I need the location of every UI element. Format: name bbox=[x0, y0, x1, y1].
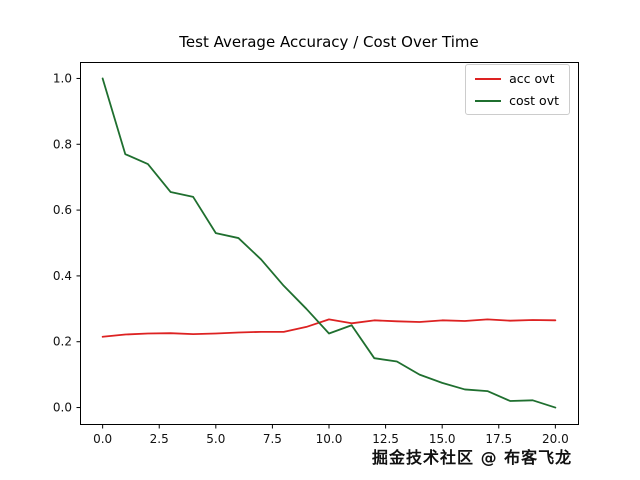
watermark-text: 掘金技术社区 @ 布客飞龙 bbox=[372, 448, 573, 467]
x-tick-label: 20.0 bbox=[542, 432, 569, 446]
y-tick-label: 1.0 bbox=[53, 71, 72, 85]
y-tick-label: 0.0 bbox=[53, 401, 72, 415]
cost-line-sample-icon bbox=[475, 99, 502, 102]
x-tick-label: 5.0 bbox=[206, 432, 225, 446]
legend: acc ovt cost ovt bbox=[465, 64, 570, 115]
cost-ovt-line bbox=[101, 77, 557, 409]
x-tick-label: 7.5 bbox=[263, 432, 282, 446]
legend-label-acc: acc ovt bbox=[509, 71, 555, 86]
x-tick-label: 2.5 bbox=[150, 432, 169, 446]
y-tick-label: 0.8 bbox=[53, 137, 72, 151]
y-tick-label: 0.4 bbox=[53, 269, 72, 283]
x-tick-label: 17.5 bbox=[485, 432, 512, 446]
legend-item-acc: acc ovt bbox=[475, 71, 559, 86]
y-tick-label: 0.6 bbox=[53, 203, 72, 217]
acc-ovt-line bbox=[101, 318, 557, 338]
x-tick-label: 0.0 bbox=[93, 432, 112, 446]
y-tick-label: 0.2 bbox=[53, 335, 72, 349]
plot-spines bbox=[80, 62, 579, 425]
legend-item-cost: cost ovt bbox=[475, 93, 559, 108]
chart-title: Test Average Accuracy / Cost Over Time bbox=[179, 33, 479, 51]
legend-label-cost: cost ovt bbox=[509, 93, 559, 108]
x-tick-label: 15.0 bbox=[429, 432, 456, 446]
x-tick-label: 10.0 bbox=[316, 432, 343, 446]
x-tick-label: 12.5 bbox=[372, 432, 399, 446]
acc-line-sample-icon bbox=[475, 77, 502, 80]
